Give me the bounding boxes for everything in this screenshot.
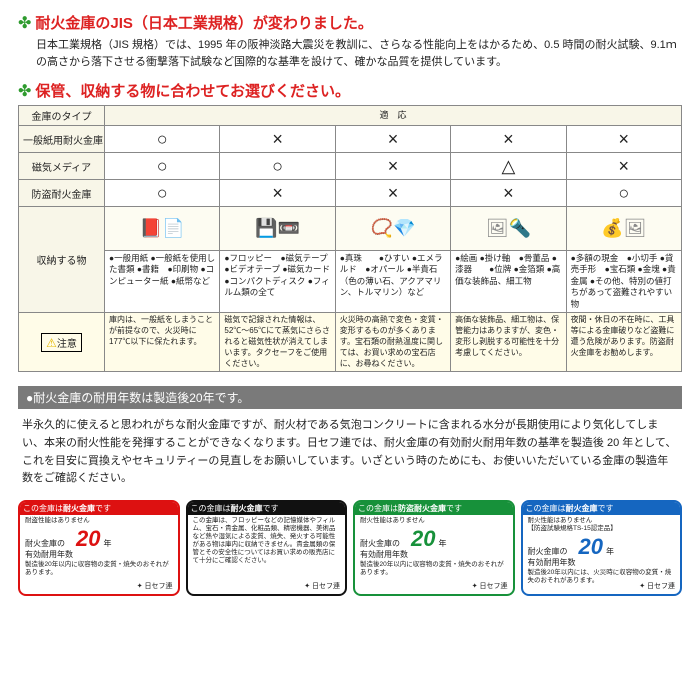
lifespan-bar: ●耐火金庫の耐用年数は製造後20年です。 [18, 386, 682, 409]
section1-intro: 日本工業規格（JIS 規格）では、1995 年の阪神淡路大震災を教訓に、さらなる… [36, 37, 682, 70]
label-sub: 耐火性能はありません [360, 517, 508, 525]
label-years: 耐火金庫の有効耐用年数20年 [25, 526, 173, 560]
sym: ○ [105, 126, 220, 153]
note3: 火災時の高熱で変色・変質・変形するものが多くあります。宝石類の耐熱温度に関しては… [335, 313, 450, 372]
label-brand: ✦ 日セフ連 [472, 581, 508, 591]
label-body: 製造後20年以内に収容物の変質・焼失のおそれがあります。 [25, 561, 173, 577]
row-paper: 一般紙用耐火金庫 [19, 126, 105, 153]
note5: 夜間・休日の不在時に、工具等による金庫破りなど盗難に遭う危険があります。防盗耐火… [566, 313, 681, 372]
label-top: この金庫は耐火金庫です [20, 502, 178, 515]
label-brand: ✦ 日セフ連 [137, 581, 173, 591]
items-illustration: 🖼🔦 [451, 207, 566, 251]
items-illustration: 💰🖼 [566, 207, 681, 251]
section1-heading: ✤ 耐火金庫のJIS（日本工業規格）が変わりました。 [18, 12, 682, 33]
sym: ○ [566, 180, 681, 207]
items-col1: ●一般用紙 ●一般紙を使用した書類 ●書籍 ●印刷物 ●コンピューター紙 ●紙幣… [105, 251, 220, 313]
label-cards-row: この金庫は耐火金庫です耐盗性能はありません耐火金庫の有効耐用年数20年製造後20… [18, 500, 682, 596]
caution-text: 注意 [57, 339, 77, 350]
clover-icon: ✤ [18, 13, 31, 33]
section2-title: 保管、収納する物に合わせてお選びください。 [35, 80, 350, 101]
label-card: この金庫は耐火金庫です耐盗性能はありません耐火金庫の有効耐用年数20年製造後20… [18, 500, 180, 596]
items-col3: ●真珠 ●ひすい ●エメラルド ●オパール ●半貴石（色の薄い石、アクアマリン、… [335, 251, 450, 313]
label-top: この金庫は耐火金庫です [188, 502, 346, 515]
sym: ○ [220, 153, 335, 180]
col-span: 適 応 [105, 106, 682, 126]
label-top: この金庫は耐火金庫です [523, 502, 681, 515]
warning-icon: ⚠ [46, 336, 57, 350]
label-sub: 耐火性能はありません【防盗試験規格TS-15認定品】 [528, 517, 676, 533]
note1: 庫内は、一般紙をしまうことが前提なので、火災時に177℃以下に保たれます。 [105, 313, 220, 372]
items-col5: ●多額の現金 ●小切手 ●貸売手形 ●宝石類 ●金塊 ●貴金属 ●その他、特別の… [566, 251, 681, 313]
items-illustration: 📕📄 [105, 207, 220, 251]
clover-icon: ✤ [18, 81, 31, 101]
sym: ○ [105, 153, 220, 180]
sym: ○ [105, 180, 220, 207]
label-brand: ✦ 日セフ連 [639, 581, 675, 591]
caution-head: ⚠注意 [19, 313, 105, 372]
note2: 磁気で記録された情報は、52℃〜65℃にて蒸気にさらされると磁気性状が消えてしま… [220, 313, 335, 372]
sym: × [451, 126, 566, 153]
sym: × [220, 180, 335, 207]
sym: × [335, 126, 450, 153]
col-type: 金庫のタイプ [19, 106, 105, 126]
sym: × [566, 126, 681, 153]
sym: × [451, 180, 566, 207]
sym: × [335, 153, 450, 180]
items-col4: ●絵画 ●掛け軸 ●骨董品 ●漆器 ●位牌 ●金箔類 ●高価な装飾品、細工物 [451, 251, 566, 313]
label-card: この金庫は防盗耐火金庫です耐火性能はありません耐火金庫の有効耐用年数20年製造後… [353, 500, 515, 596]
lifespan-text: 半永久的に使えると思われがちな耐火金庫ですが、耐火材である気泡コンクリートに含ま… [22, 417, 678, 487]
section2-heading: ✤ 保管、収納する物に合わせてお選びください。 [18, 80, 682, 101]
items-col2: ●フロッピー ●磁気テープ ●ビデオテープ ●磁気カード ●コンパクトディスク … [220, 251, 335, 313]
label-years: 耐火金庫の有効耐用年数20年 [528, 534, 676, 568]
label-sub: 耐盗性能はありません [25, 517, 173, 525]
label-brand: ✦ 日セフ連 [304, 581, 340, 591]
label-years: 耐火金庫の有効耐用年数20年 [360, 526, 508, 560]
label-card: この金庫は耐火金庫です耐火性能はありません【防盗試験規格TS-15認定品】耐火金… [521, 500, 683, 596]
row-magnetic: 磁気メディア [19, 153, 105, 180]
note4: 高価な装飾品、細工物は、保管能力はありますが、変色・変形し剥脱する可能性を十分考… [451, 313, 566, 372]
label-body: 製造後20年以内に収容物の変質・焼失のおそれがあります。 [360, 561, 508, 577]
label-top: この金庫は防盗耐火金庫です [355, 502, 513, 515]
label-card: この金庫は耐火金庫ですこの金庫は、フロッピーなどの記憶媒体やフィルム、宝石・貴金… [186, 500, 348, 596]
section1-title: 耐火金庫のJIS（日本工業規格）が変わりました。 [35, 12, 373, 33]
row-items: 収納する物 [19, 207, 105, 313]
sym: × [220, 126, 335, 153]
label-sub: この金庫は、フロッピーなどの記憶媒体やフィルム、宝石・貴金属、化粧品類、精密機器… [193, 517, 341, 566]
items-illustration: 📿💎 [335, 207, 450, 251]
compatibility-table: 金庫のタイプ 適 応 一般紙用耐火金庫 ○ × × × × 磁気メディア ○ ○… [18, 105, 682, 372]
sym: △ [451, 153, 566, 180]
items-illustration: 💾📼 [220, 207, 335, 251]
sym: × [566, 153, 681, 180]
row-burglary: 防盗耐火金庫 [19, 180, 105, 207]
sym: × [335, 180, 450, 207]
